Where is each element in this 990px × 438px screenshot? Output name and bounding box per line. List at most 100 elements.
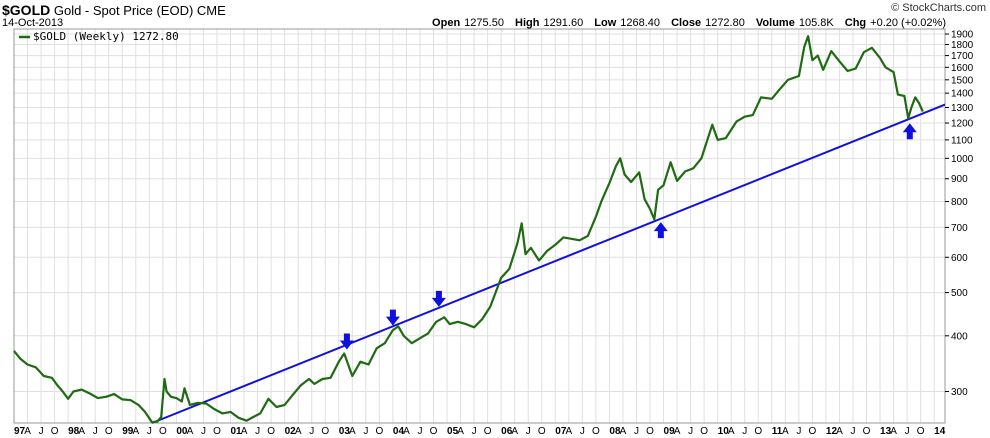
x-tick-label: A xyxy=(728,426,735,437)
arrow-markers xyxy=(339,123,917,350)
x-tick-label: A xyxy=(78,426,85,437)
low-value: 1268.40 xyxy=(620,17,661,29)
x-tick-label: J xyxy=(363,426,368,437)
x-tick-label: A xyxy=(187,426,194,437)
x-tick-label: O xyxy=(321,426,329,437)
open-label: Open xyxy=(432,17,461,29)
x-tick-label: O xyxy=(213,426,221,437)
x-tick-label: A xyxy=(349,426,356,437)
x-tick-label: 08 xyxy=(609,426,621,437)
y-tick-label: 300 xyxy=(951,387,968,398)
y-tick-label: 1600 xyxy=(951,63,974,74)
up-arrow-marker xyxy=(653,222,668,239)
y-tick-label: 1500 xyxy=(951,75,974,86)
y-tick-label: 400 xyxy=(951,331,968,342)
x-tick-label: 07 xyxy=(555,426,567,437)
x-tick-label: J xyxy=(634,426,639,437)
x-tick-label: O xyxy=(538,426,546,437)
x-tick-label: J xyxy=(526,426,531,437)
y-tick-label: 1300 xyxy=(951,103,974,114)
x-tick-label: J xyxy=(796,426,801,437)
instrument-name: Gold - Spot Price (EOD) xyxy=(53,3,194,18)
x-tick-label: O xyxy=(267,426,275,437)
x-tick-label: 99 xyxy=(122,426,134,437)
down-arrow-marker xyxy=(431,290,446,307)
x-tick-label: A xyxy=(132,426,139,437)
x-tick-label: A xyxy=(24,426,31,437)
x-tick-label: A xyxy=(511,426,518,437)
y-tick-label: 500 xyxy=(951,288,968,299)
y-tick-label: 800 xyxy=(951,197,968,208)
x-tick-label: O xyxy=(430,426,438,437)
x-tick-label: 14 xyxy=(934,426,946,437)
x-tick-label: 10 xyxy=(718,426,730,437)
x-tick-label: A xyxy=(565,426,572,437)
x-tick-label: J xyxy=(93,426,98,437)
x-tick-label: O xyxy=(51,426,59,437)
x-tick-label: J xyxy=(688,426,693,437)
y-tick-label: 1400 xyxy=(951,89,974,100)
x-tick-label: J xyxy=(147,426,152,437)
up-arrow-marker xyxy=(902,123,917,140)
x-tick-label: A xyxy=(241,426,248,437)
volume-label: Volume xyxy=(755,17,795,29)
y-tick-label: 1200 xyxy=(951,119,974,130)
y-tick-label: 1100 xyxy=(951,135,973,146)
y-tick-label: 600 xyxy=(951,253,968,264)
x-tick-label: J xyxy=(580,426,585,437)
x-tick-label: 03 xyxy=(339,426,351,437)
x-tick-label: J xyxy=(850,426,855,437)
symbol-label: $GOLD xyxy=(2,2,51,18)
y-axis-ticks: 300 400 500 600 700 800 900 1000 1100 1200 1300 140… xyxy=(945,30,974,398)
volume-value: 105.8K xyxy=(798,17,834,29)
x-tick-label: O xyxy=(375,426,383,437)
x-tick-label: A xyxy=(295,426,302,437)
x-tick-label: A xyxy=(890,426,897,437)
low-label: Low xyxy=(594,17,617,29)
x-tick-label: 11 xyxy=(772,426,783,437)
x-tick-label: O xyxy=(863,426,871,437)
y-tick-label: 900 xyxy=(951,174,968,185)
x-tick-label: O xyxy=(754,426,762,437)
x-tick-label: J xyxy=(309,426,314,437)
legend-label: $GOLD (Weekly) 1272.80 xyxy=(33,30,179,43)
x-tick-label: O xyxy=(592,426,600,437)
x-tick-label: 00 xyxy=(176,426,188,437)
x-axis-ticks: 97 A J O 98 A J O 99 A J O 00 A J O 01 A J O 02 A J O 03 A J O 04 A J O… xyxy=(14,426,946,437)
close-label: Close xyxy=(671,17,702,29)
down-arrow-marker xyxy=(339,333,354,350)
x-tick-label: A xyxy=(836,426,843,437)
x-tick-label: O xyxy=(808,426,816,437)
y-tick-label: 1800 xyxy=(951,40,974,51)
x-tick-label: 98 xyxy=(68,426,80,437)
chart-header-symbol: $GOLD Gold - Spot Price (EOD) CME xyxy=(2,2,226,18)
x-tick-label: 04 xyxy=(393,426,405,437)
x-tick-label: O xyxy=(105,426,113,437)
x-tick-label: 05 xyxy=(447,426,459,437)
trendline xyxy=(151,103,946,424)
x-tick-label: O xyxy=(917,426,925,437)
plot-frame xyxy=(13,28,946,424)
x-tick-label: O xyxy=(646,426,654,437)
price-line xyxy=(13,34,924,424)
x-tick-label: J xyxy=(905,426,910,437)
x-tick-label: J xyxy=(417,426,422,437)
x-tick-label: 13 xyxy=(880,426,892,437)
x-tick-label: 02 xyxy=(285,426,297,437)
x-tick-label: J xyxy=(255,426,260,437)
x-tick-label: 01 xyxy=(231,426,243,437)
grid-lines xyxy=(13,29,945,423)
x-tick-label: 12 xyxy=(826,426,838,437)
x-tick-label: 97 xyxy=(14,426,26,437)
exchange-label: CME xyxy=(196,3,226,18)
x-tick-label: 09 xyxy=(664,426,676,437)
x-tick-label: J xyxy=(472,426,477,437)
x-tick-label: O xyxy=(159,426,167,437)
x-tick-label: O xyxy=(484,426,492,437)
x-tick-label: J xyxy=(201,426,206,437)
x-tick-label: A xyxy=(620,426,627,437)
high-label: High xyxy=(515,17,540,29)
y-tick-label: 1700 xyxy=(951,51,974,62)
x-tick-label: O xyxy=(700,426,708,437)
y-tick-label: 1000 xyxy=(951,154,974,165)
